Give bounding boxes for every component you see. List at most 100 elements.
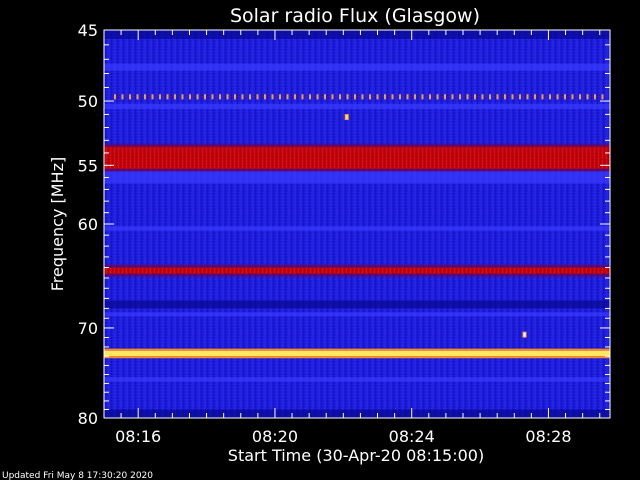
band-dot [384,94,386,100]
chart-title: Solar radio Flux (Glasgow) [230,5,480,27]
band-9 [104,312,610,317]
band-dot [594,94,596,100]
updated-footer: Updated Fri May 8 17:30:20 2020 [2,471,153,480]
band-dot [421,94,424,100]
band-dot [504,94,506,100]
band-dot [159,94,161,100]
band-dot [346,94,349,100]
band-dot [376,94,379,100]
x-axis-label: Start Time (30-Apr-20 08:15:00) [228,446,484,465]
band-dot [369,94,371,100]
band-dot [226,94,229,100]
band-dot [534,94,536,100]
band-dot [339,94,341,100]
band-dot [436,94,439,100]
band-dot [549,94,551,100]
band-edge-7 [104,264,610,268]
x-tick-label-08:20: 08:20 [252,427,298,446]
band-dot [181,94,184,100]
band-dot [601,94,604,100]
spot-core-0 [345,115,348,120]
band-11 [104,377,610,382]
band-dot [466,94,469,100]
band-glow-10 [104,348,610,351]
band-dot [451,94,454,100]
band-dot [406,94,409,100]
band-glow-lower-10 [104,356,610,359]
x-tick-label-08:16: 08:16 [115,427,161,446]
band-dot [444,94,446,100]
band-dot [519,94,521,100]
band-edge-4 [104,143,610,147]
band-dot [354,94,356,100]
band-dot [511,94,514,100]
band-dot [414,94,416,100]
band-12 [104,409,610,418]
band-dot [204,94,206,100]
band-dot [196,94,199,100]
band-10 [104,350,610,357]
band-dot [151,94,154,100]
band-6 [104,226,610,231]
band-texture-7 [104,267,610,274]
band-dot [481,94,484,100]
x-axis: 08:16 08:20 08:24 08:28 [103,30,601,446]
band-dot [271,94,274,100]
band-dot [286,94,289,100]
band-dot [129,94,131,100]
x-tick-label-08:28: 08:28 [525,427,571,446]
band-dot [399,94,401,100]
x-tick-label-08:24: 08:24 [389,427,435,446]
band-3 [104,103,610,110]
band-dot [526,94,529,100]
band-dot [249,94,251,100]
band-0 [104,30,610,39]
band-dot [556,94,559,100]
y-axis: 45 50 55 60 70 80 [78,21,610,428]
band-dot [294,94,296,100]
band-dot [174,94,176,100]
band-dot [309,94,311,100]
band-dot [429,94,431,100]
spectrogram-bands [104,30,610,418]
band-8 [104,300,610,309]
band-dot [324,94,326,100]
band-dot [316,94,319,100]
band-dot [144,94,146,100]
band-dot [331,94,334,100]
band-dot [256,94,259,100]
band-dot [586,94,589,100]
y-axis-label: Frequency [MHz] [48,157,67,291]
spectrogram-spots [344,114,527,338]
band-dot [489,94,491,100]
band-dot [241,94,244,100]
y-tick-label-60: 60 [78,215,98,234]
band-dot [114,94,116,100]
band-dot [459,94,461,100]
band-edge-lower-7 [104,273,610,277]
y-tick-label-45: 45 [78,21,98,40]
spot-core-1 [523,332,526,337]
plot-area [103,29,611,419]
y-tick-label-70: 70 [78,319,98,338]
band-dot [264,94,266,100]
band-dot [279,94,281,100]
band-dot [136,94,139,100]
band-dot [219,94,221,100]
band-dot [211,94,214,100]
spectrogram-noise [104,30,610,418]
band-texture-4 [104,146,610,169]
band-dot [361,94,364,100]
band-edge-lower-4 [104,168,610,172]
band-1 [104,63,610,71]
band-dot [234,94,236,100]
y-tick-label-50: 50 [78,92,98,111]
y-tick-label-80: 80 [78,409,98,428]
band-dot [166,94,169,100]
band-dot [391,94,394,100]
band-dot [564,94,566,100]
band-5 [104,171,610,184]
band-dot [571,94,574,100]
band-dot [496,94,499,100]
